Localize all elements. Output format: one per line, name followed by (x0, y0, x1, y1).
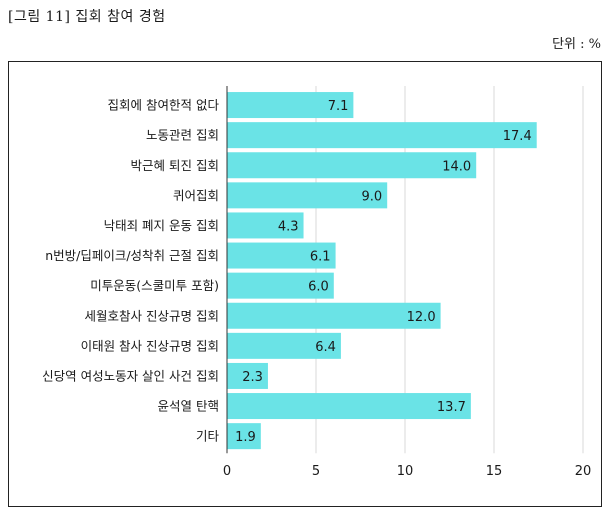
x-tick-label: 15 (486, 464, 503, 479)
value-label: 6.4 (315, 340, 336, 355)
value-label: 14.0 (442, 159, 471, 174)
bar (227, 423, 261, 450)
figure-title: [그림 11] 집회 참여 경험 (8, 9, 166, 25)
bar (227, 152, 477, 179)
category-label: 퀴어집회 (173, 188, 219, 203)
category-label: 이태원 참사 진상규명 집회 (81, 338, 219, 353)
category-label: n번방/딥페이크/성착취 근절 집회 (45, 248, 219, 263)
unit-label: 단위 : % (552, 37, 601, 52)
bar (227, 362, 268, 389)
category-label: 윤석열 탄핵 (158, 399, 219, 414)
chart-frame: 집회에 참여한적 없다 7.1 노동관련 집회 17.4 박근혜 퇴진 집회 14.0 퀴어… (8, 61, 602, 507)
value-label: 1.9 (235, 430, 256, 445)
x-tick-label: 20 (575, 464, 592, 479)
bar-chart: 집회에 참여한적 없다 7.1 노동관련 집회 17.4 박근혜 퇴진 집회 14.0 퀴어… (42, 86, 592, 479)
category-label: 노동관련 집회 (146, 128, 219, 143)
bar (227, 332, 341, 359)
value-label: 12.0 (407, 310, 436, 325)
bar (227, 92, 354, 119)
bar (227, 122, 537, 149)
value-label: 6.1 (310, 250, 331, 265)
value-label: 6.0 (308, 280, 329, 295)
value-label: 13.7 (437, 400, 466, 415)
value-label: 17.4 (503, 129, 532, 144)
category-label: 낙태죄 폐지 운동 집회 (104, 218, 219, 233)
category-label: 미투운동(스쿨미투 포함) (90, 278, 219, 293)
bar (227, 242, 336, 269)
bar (227, 272, 334, 299)
bar (227, 302, 441, 329)
value-label: 9.0 (362, 189, 383, 204)
category-label: 박근혜 퇴진 집회 (131, 158, 219, 173)
value-label: 2.3 (242, 370, 263, 385)
x-tick-label: 0 (223, 464, 231, 479)
bar (227, 182, 388, 209)
x-tick-label: 10 (397, 464, 414, 479)
x-tick-label: 5 (312, 464, 320, 479)
category-label: 신당역 여성노동자 살인 사건 집회 (42, 368, 219, 383)
bar (227, 212, 304, 239)
value-label: 4.3 (278, 219, 299, 234)
category-label: 세월호참사 진상규명 집회 (85, 308, 219, 323)
bar (227, 393, 471, 420)
category-label: 집회에 참여한적 없다 (108, 98, 220, 113)
value-label: 7.1 (328, 99, 349, 114)
category-label: 기타 (196, 429, 220, 444)
